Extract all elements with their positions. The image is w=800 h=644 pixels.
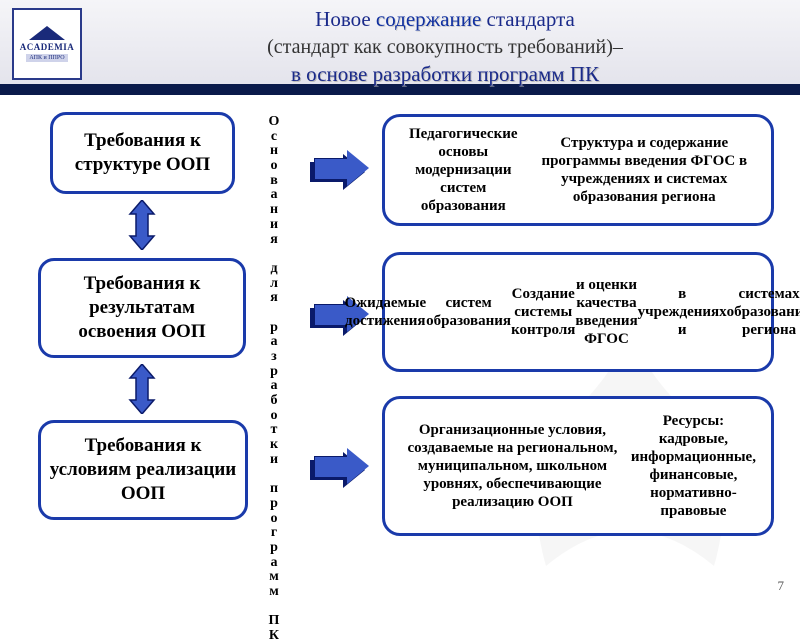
logo-roof-icon: [29, 26, 65, 40]
right-arrow-2: [310, 448, 370, 484]
right-arrow-0: [310, 150, 370, 186]
logo-text-1: ACADEMIA: [20, 42, 75, 52]
left-box-2: Требования к условиям реализации ООП: [38, 420, 248, 520]
title-line1-b: содержание: [376, 7, 481, 31]
right-box-2: Организационные условия, создаваемые на …: [382, 396, 774, 536]
logo-text-2: АПК и ППРО: [26, 54, 67, 62]
left-box-1: Требования к результатам освоения ООП: [38, 258, 246, 358]
left-box-0: Требования к структуре ООП: [50, 112, 235, 194]
right-box-1: Ожидаемые достижениясистем образованияСо…: [382, 252, 774, 372]
right-box-0: Педагогические основы модернизации систе…: [382, 114, 774, 226]
title-line1-a: Новое: [315, 7, 376, 31]
double-arrow-0: [122, 200, 162, 250]
slide-header: ACADEMIA АПК и ППРО Новое содержание ста…: [0, 0, 800, 95]
page-number: 7: [778, 578, 785, 594]
title-line3: в основе разработки программ ПК: [291, 62, 599, 86]
title-line1-c: стандарта: [481, 7, 575, 31]
slide-title: Новое содержание стандарта (стандарт как…: [100, 6, 790, 88]
academia-logo: ACADEMIA АПК и ППРО: [12, 8, 82, 80]
title-line2: (стандарт как совокупность требований)–: [267, 36, 623, 58]
diagram-area: Требования к структуре ООП Требования к р…: [0, 100, 800, 600]
vertical-label: Основания для разработки программ ПК: [265, 115, 283, 644]
double-arrow-1: [122, 364, 162, 414]
